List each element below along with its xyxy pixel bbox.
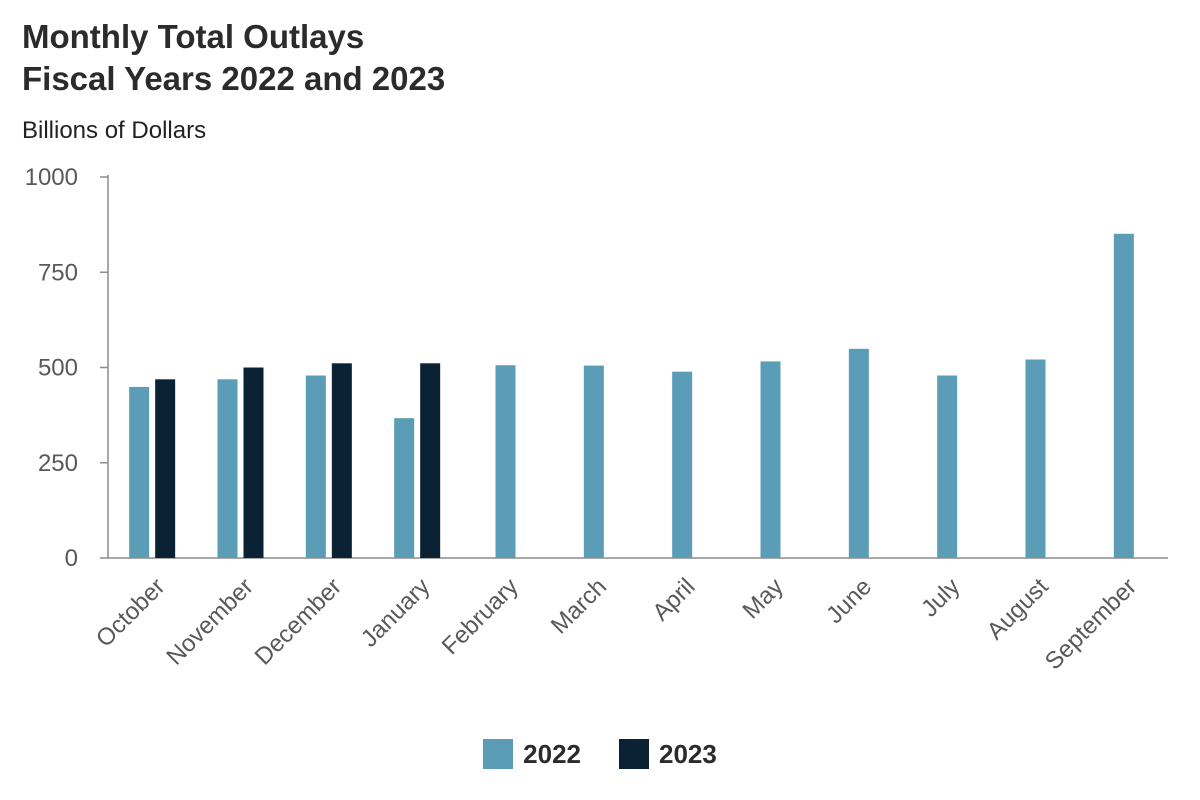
- x-tick-label: June: [821, 573, 877, 629]
- legend-item-2022: 2022: [483, 739, 581, 770]
- bar-2023-november: [243, 367, 264, 558]
- bar-2022-december: [305, 375, 326, 558]
- bar-2023-december: [331, 363, 352, 558]
- bar-2022-february: [495, 365, 516, 558]
- x-tick-label: May: [738, 573, 789, 624]
- x-tick-label: February: [437, 573, 524, 660]
- chart-title-line-1: Monthly Total Outlays: [22, 18, 365, 55]
- bar-2022-october: [129, 386, 150, 558]
- bar-2022-may: [760, 361, 781, 558]
- bar-2023-january: [420, 363, 441, 558]
- y-tick-label: 0: [65, 545, 78, 572]
- x-tick-label: January: [356, 573, 435, 652]
- chart-title-line-2: Fiscal Years 2022 and 2023: [22, 60, 446, 97]
- legend: 2022 2023: [0, 732, 1200, 776]
- x-tick-label: September: [1040, 573, 1142, 675]
- chart-title: Monthly Total Outlays Fiscal Years 2022 …: [22, 16, 445, 100]
- x-tick-label: April: [647, 573, 700, 626]
- unit-label: Billions of Dollars: [22, 117, 207, 144]
- bar-2022-august: [1025, 359, 1046, 558]
- bar-2022-september: [1113, 233, 1134, 559]
- y-tick-label: 750: [38, 259, 78, 286]
- y-tick-label: 250: [38, 450, 78, 477]
- bar-2022-july: [937, 375, 958, 558]
- legend-item-2023: 2023: [619, 739, 717, 770]
- legend-label-2023: 2023: [659, 738, 717, 769]
- x-tick-label: July: [916, 573, 965, 622]
- bar-2023-october: [155, 379, 176, 558]
- legend-swatch-2023: [619, 739, 649, 769]
- y-tick-label: 1000: [25, 164, 78, 191]
- bar-2022-june: [848, 348, 869, 558]
- legend-swatch-2022: [483, 739, 514, 769]
- y-tick-label: 500: [38, 355, 78, 382]
- x-tick-label: March: [546, 573, 612, 639]
- bar-2022-march: [583, 365, 604, 558]
- x-tick-label: December: [250, 573, 347, 670]
- x-tick-label: November: [161, 573, 258, 670]
- bar-2022-november: [217, 379, 238, 558]
- legend-label-2022: 2022: [523, 738, 581, 769]
- x-tick-label: August: [982, 573, 1054, 645]
- bar-2022-january: [394, 418, 415, 558]
- bar-2022-april: [672, 371, 693, 558]
- x-tick-label: October: [91, 573, 170, 652]
